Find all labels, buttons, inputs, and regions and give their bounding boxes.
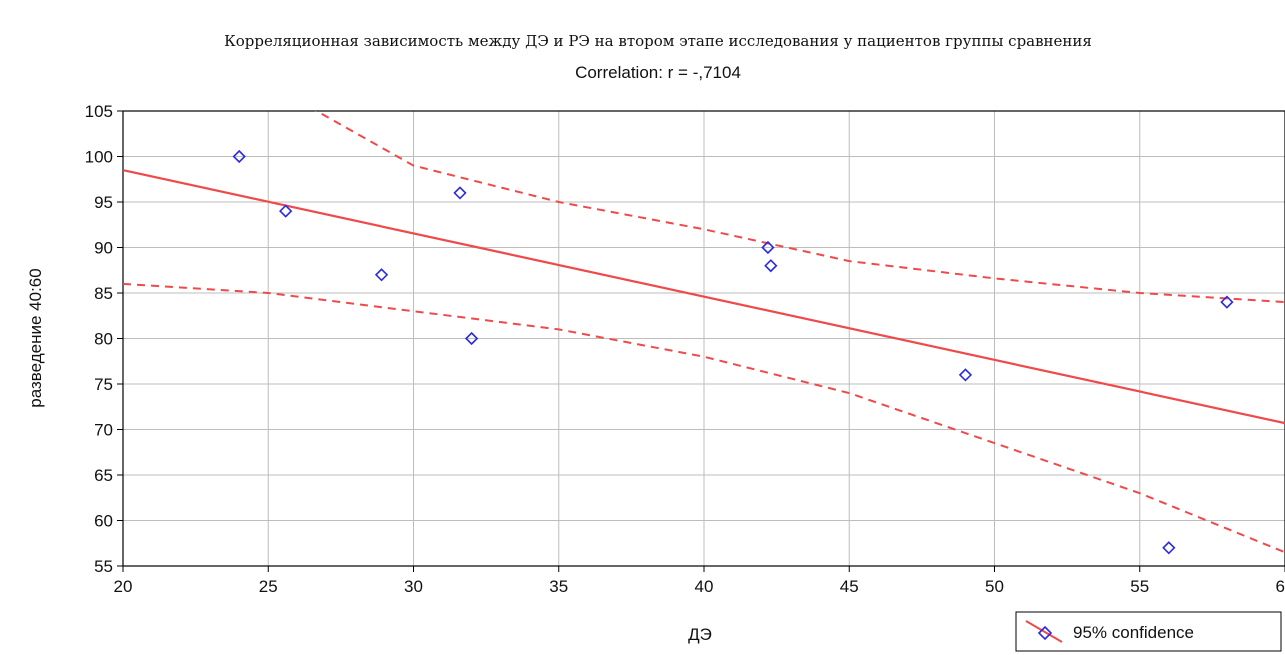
- x-axis-ticks: 20 25 30 35 40 45 50 55 60: [114, 566, 1285, 596]
- y-tick-label: 75: [94, 375, 113, 394]
- x-tick-label: 40: [695, 577, 714, 596]
- data-point: [279, 204, 293, 218]
- y-tick-label: 70: [94, 421, 113, 440]
- data-point: [1220, 295, 1234, 309]
- y-tick-label: 80: [94, 330, 113, 349]
- y-axis-label: разведение 40:60: [26, 268, 45, 407]
- confidence-upper-band: [314, 111, 1285, 304]
- legend-marker-icon: [1037, 625, 1053, 641]
- y-tick-label: 95: [94, 193, 113, 212]
- y-tick-label: 90: [94, 239, 113, 258]
- x-tick-label: 45: [840, 577, 859, 596]
- data-point: [374, 268, 389, 282]
- x-tick-label: 30: [404, 577, 423, 596]
- data-point: [958, 368, 973, 382]
- x-tick-label: 35: [549, 577, 568, 596]
- data-points: [232, 149, 1234, 555]
- x-tick-label: 55: [1130, 577, 1149, 596]
- x-tick-label: 20: [114, 577, 133, 596]
- y-tick-label: 55: [94, 557, 113, 576]
- legend-box: [1015, 611, 1282, 652]
- y-tick-label: 60: [94, 512, 113, 531]
- y-tick-label: 100: [85, 148, 113, 167]
- data-point: [453, 186, 467, 200]
- y-tick-label: 85: [94, 284, 113, 303]
- y-tick-label: 105: [85, 102, 113, 121]
- regression-line: [123, 169, 1285, 425]
- x-tick-label: 25: [259, 577, 278, 596]
- legend-label: 95% confidence: [1073, 623, 1194, 642]
- x-tick-label: 60: [1276, 577, 1285, 596]
- data-point: [1162, 541, 1176, 555]
- data-point: [764, 259, 778, 273]
- x-tick-label: 50: [985, 577, 1004, 596]
- data-point: [464, 331, 479, 346]
- legend-line-sample: [1025, 620, 1063, 643]
- data-point: [232, 149, 246, 164]
- y-axis-ticks: 105 100 95 90 85 80 75 70 65 60 55: [85, 102, 123, 576]
- legend: 95% confidence: [1015, 611, 1282, 652]
- data-point: [761, 240, 775, 255]
- x-axis-label: ДЭ: [688, 625, 712, 644]
- chart-title: Корреляционная зависимость между ДЭ и РЭ…: [224, 32, 1092, 50]
- y-tick-label: 65: [94, 466, 113, 485]
- chart-subtitle: Correlation: r = -,7104: [575, 63, 741, 82]
- grid-lines: [122, 110, 1285, 567]
